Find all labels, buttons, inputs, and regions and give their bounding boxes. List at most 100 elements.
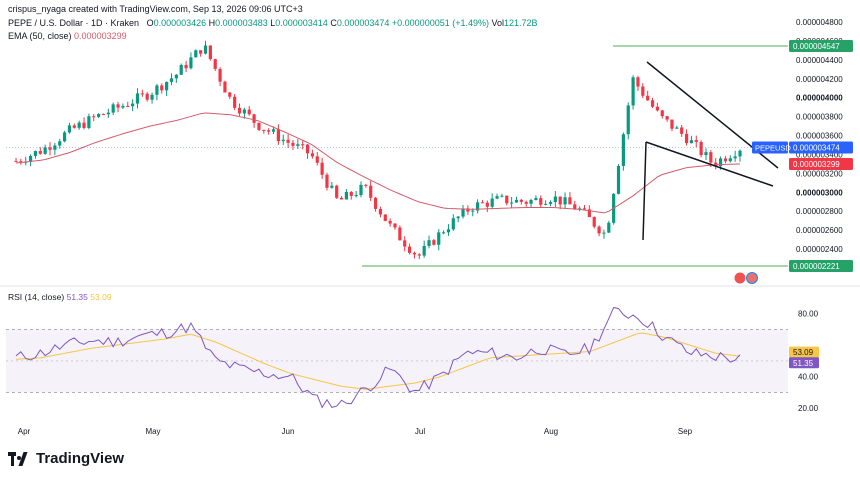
candle-body [228, 92, 232, 97]
candle-body [150, 94, 154, 100]
candle-body [267, 130, 271, 132]
candle-body [291, 142, 295, 146]
rsi-value-tag-label: 53.09 [793, 348, 814, 357]
candle-body [189, 57, 193, 69]
candle-body [28, 155, 33, 162]
candle-body [106, 112, 110, 115]
candle-body [369, 185, 373, 198]
price-tag [789, 158, 853, 171]
ema-value: 0.000003299 [74, 31, 127, 41]
candle-body [364, 184, 368, 186]
candle-body [315, 156, 319, 163]
candle-body [728, 158, 732, 162]
candle-body [344, 191, 349, 200]
rsi-line [15, 306, 741, 409]
candle-body [403, 240, 407, 247]
candle-body [237, 107, 242, 114]
candle-body [631, 77, 635, 106]
candle-body [184, 64, 188, 69]
candle-body [534, 198, 538, 200]
candle-body [733, 156, 737, 159]
candle-body [33, 151, 38, 156]
ohlc-open: 0.000003426 [153, 18, 207, 28]
candle-body [14, 161, 18, 163]
candle-body [97, 113, 101, 117]
candle-body [301, 144, 305, 146]
tradingview-logo[interactable]: TradingView [8, 450, 124, 467]
y-tick-label: 0.000003200 [796, 169, 843, 178]
candle-body [641, 86, 645, 96]
candle-body [276, 129, 280, 142]
y-tick-label: 0.000004200 [796, 75, 843, 84]
candle-body [145, 93, 149, 100]
price-tag [789, 141, 853, 154]
y-tick-label: 0.000004000 [796, 94, 843, 103]
candle-body [490, 198, 494, 207]
candle-body [213, 59, 217, 69]
candle-body [607, 222, 611, 233]
candle-body [19, 161, 23, 163]
candle-body [233, 96, 237, 108]
candle-body [135, 93, 140, 104]
candle-body [568, 197, 572, 205]
price-tag-label: 0.000004547 [793, 42, 840, 51]
candle-body [378, 208, 383, 215]
candle-body [524, 201, 528, 204]
price-tag [789, 39, 853, 52]
y-tick-label: 0.000004400 [796, 56, 843, 65]
candle-body [718, 158, 723, 167]
y-tick-label: 0.000003600 [796, 132, 843, 141]
candle-body [723, 158, 728, 162]
rsi-value: 51.35 [66, 292, 88, 302]
candle-body [199, 50, 203, 54]
candle-body [286, 139, 290, 143]
y-tick-label: 0.000003400 [796, 150, 843, 159]
x-tick-label: Aug [544, 427, 558, 436]
candle-body [675, 127, 679, 129]
candle-body [646, 95, 650, 101]
candle-body [597, 226, 601, 234]
candle-body [194, 50, 198, 58]
ohlc-change: +0.000000051 (+1.49%) [391, 18, 489, 28]
pole-line [642, 141, 647, 241]
candle-body [500, 195, 504, 197]
candle-body [699, 141, 703, 156]
price-tag [789, 260, 853, 273]
rsi-value-tag-label: 51.35 [793, 359, 814, 368]
candle-body [208, 45, 212, 60]
candle-body [72, 125, 76, 128]
attribution-text: crispus_nyaga created with TradingView.c… [8, 4, 303, 14]
candle-body [82, 122, 86, 128]
rsi-ma-value: 53.09 [90, 292, 112, 302]
price-tag-label: 0.000003474 [793, 143, 840, 152]
ema-header: EMA (50, close) 0.000003299 [8, 31, 127, 41]
symbol-tag [752, 141, 788, 154]
candle-body [349, 191, 353, 196]
tradingview-logo-icon [8, 451, 30, 466]
candle-body [432, 240, 436, 245]
rsi-tick-label: 80.00 [798, 310, 819, 319]
candle-body [203, 45, 208, 54]
candle-body [476, 202, 480, 211]
candle-body [140, 93, 144, 95]
candle-body [655, 106, 659, 111]
symbol-name: PEPE / U.S. Dollar · 1D · Kraken [8, 18, 140, 28]
candle-body [592, 217, 596, 227]
candle-body [77, 122, 81, 128]
x-tick-label: Jun [282, 427, 295, 436]
candle-body [160, 85, 164, 91]
candle-body [505, 195, 509, 204]
rsi-value-tag [789, 357, 819, 369]
candle-body [116, 104, 120, 108]
y-tick-label: 0.000002800 [796, 207, 843, 216]
price-tag-label: 0.000002221 [793, 262, 840, 271]
y-tick-label: 0.000003000 [796, 188, 843, 197]
candle-body [271, 129, 276, 132]
candle-body [62, 132, 67, 142]
candle-body [626, 105, 630, 135]
rsi-label: RSI (14, close) [8, 292, 65, 302]
ohlc-low: 0.000003414 [275, 18, 328, 28]
candle-body [247, 109, 251, 115]
